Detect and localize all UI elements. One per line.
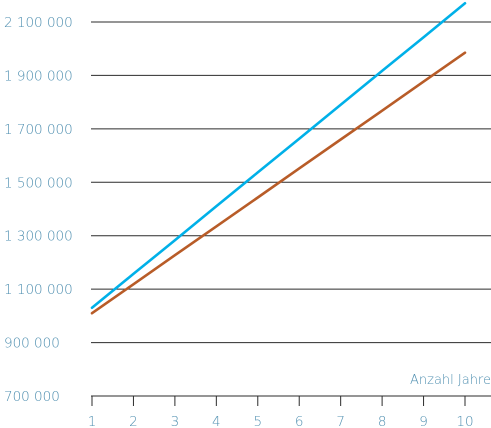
x-tick-label: 8 bbox=[378, 414, 387, 428]
y-tick-label: 700 000 bbox=[4, 389, 60, 405]
x-tick-label: 9 bbox=[419, 414, 428, 428]
x-tick-label: 1 bbox=[88, 414, 97, 428]
x-tick-label: 6 bbox=[295, 414, 304, 428]
series-line-1 bbox=[90, 1, 467, 310]
x-tick-label: 3 bbox=[171, 414, 180, 428]
y-tick-label: 1 900 000 bbox=[4, 68, 73, 84]
y-tick-label: 1 500 000 bbox=[4, 175, 73, 191]
y-tick-label: 2 100 000 bbox=[4, 15, 73, 31]
x-tick-label: 7 bbox=[336, 414, 345, 428]
y-tick-label: 900 000 bbox=[4, 336, 60, 352]
y-tick-label: 1 700 000 bbox=[4, 122, 73, 138]
gridlines bbox=[91, 21, 491, 344]
x-tick-label: 2 bbox=[129, 414, 138, 428]
y-tick-label: 1 300 000 bbox=[4, 229, 73, 245]
x-tick-label: 5 bbox=[253, 414, 262, 428]
x-tick-label: 10 bbox=[456, 414, 473, 428]
x-tick-label: 4 bbox=[212, 414, 221, 428]
x-axis: 1 2 3 4 5 6 7 8 9 10 bbox=[88, 395, 491, 428]
series-line-2 bbox=[90, 51, 467, 315]
y-axis-ticks: 2 100 000 1 900 000 1 700 000 1 500 000 1 30… bbox=[4, 15, 73, 405]
y-tick-label: 1 100 000 bbox=[4, 282, 73, 298]
x-axis-label: Anzahl Jahre bbox=[410, 373, 491, 388]
series-lines bbox=[90, 1, 467, 315]
